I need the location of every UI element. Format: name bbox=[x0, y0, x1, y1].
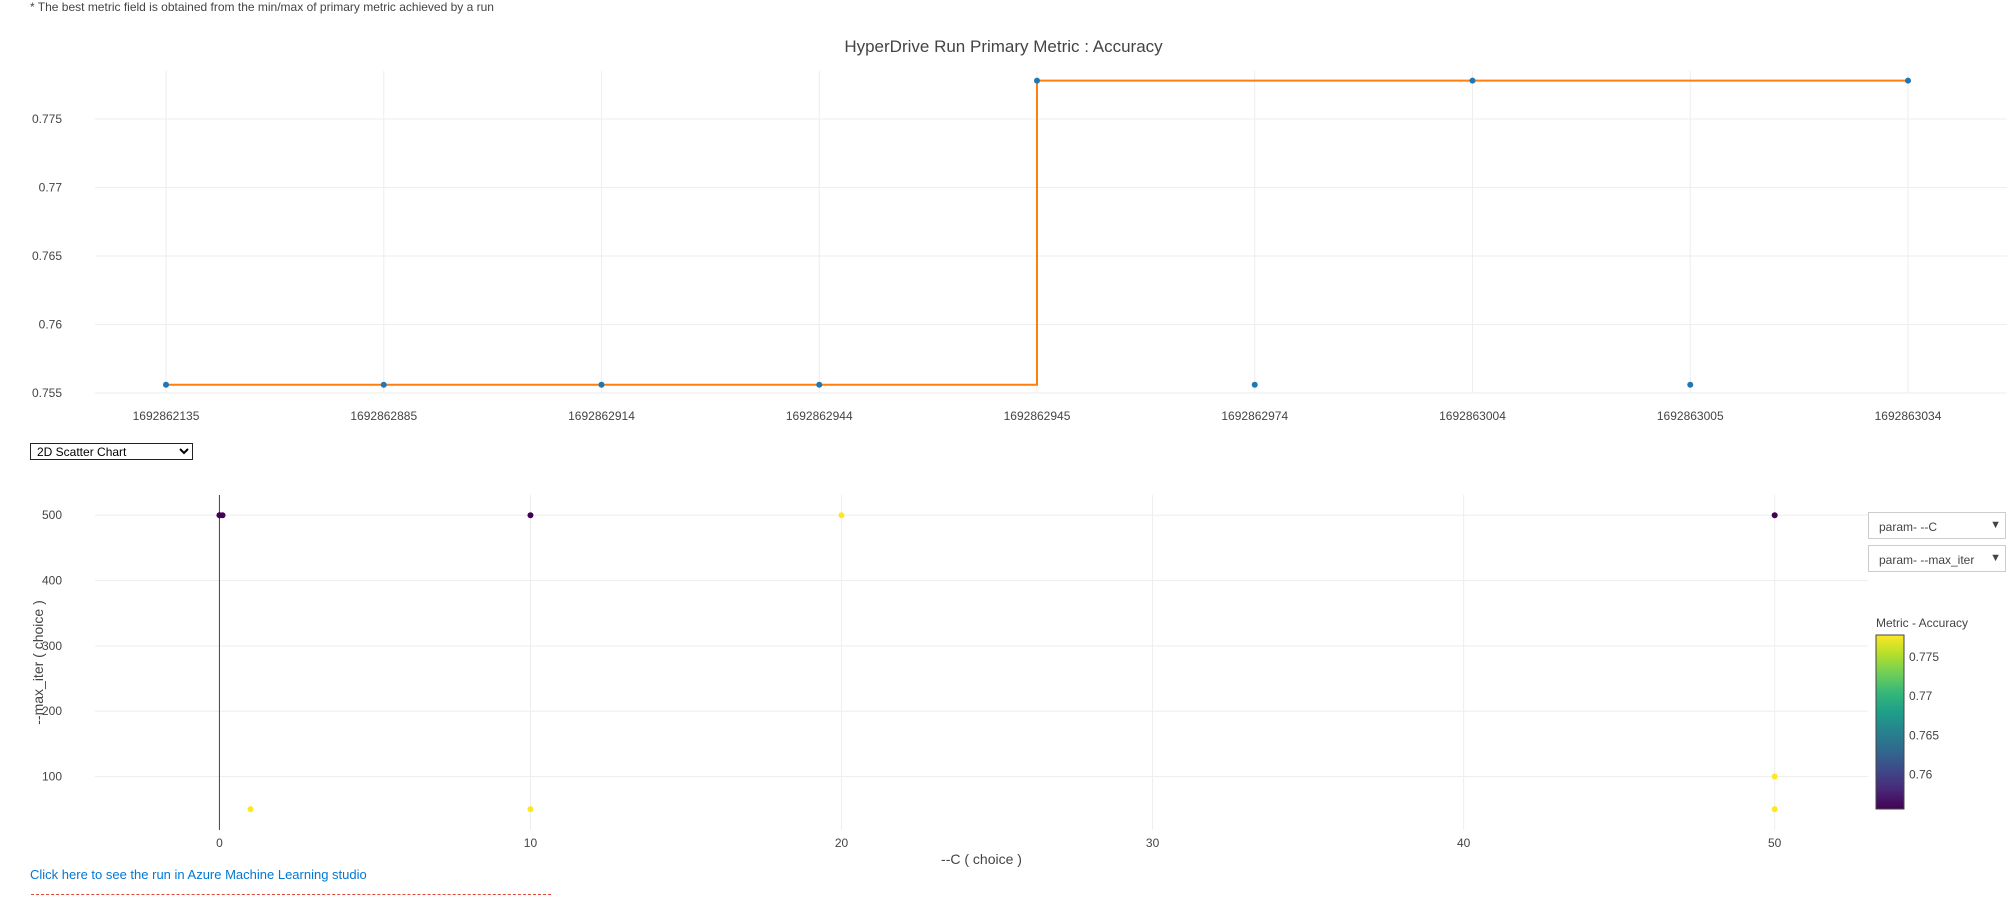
y-tick-label: 500 bbox=[42, 508, 62, 522]
y-tick-label: 100 bbox=[42, 769, 62, 783]
x-tick-label: 20 bbox=[835, 836, 849, 850]
run-metric-point bbox=[1034, 77, 1040, 84]
x-tick-label: 1692862885 bbox=[350, 409, 417, 423]
run-metric-point bbox=[380, 381, 387, 388]
x-tick-label: 1692862914 bbox=[568, 409, 635, 423]
run-metric-point bbox=[1251, 381, 1258, 388]
y-tick-label: 400 bbox=[42, 574, 62, 588]
chart-title: HyperDrive Run Primary Metric : Accuracy bbox=[844, 37, 1163, 56]
colorbar-tick-label: 0.775 bbox=[1909, 650, 1939, 664]
chart-type-select[interactable]: 2D Scatter Chart bbox=[30, 443, 193, 460]
x-tick-label: 1692862974 bbox=[1221, 409, 1288, 423]
colorbar-tick-label: 0.77 bbox=[1909, 689, 1933, 703]
y-tick-label: 300 bbox=[42, 639, 62, 653]
run-metric-point bbox=[1469, 77, 1476, 84]
dashed-divider bbox=[31, 894, 551, 895]
colorbar-tick-label: 0.76 bbox=[1909, 768, 1933, 782]
run-metric-point bbox=[1905, 77, 1911, 84]
x-tick-label: 1692862135 bbox=[133, 409, 200, 423]
x-tick-label: 40 bbox=[1457, 836, 1471, 850]
triangle-down-icon: ▼ bbox=[1990, 552, 2001, 564]
run-point bbox=[838, 512, 845, 519]
run-metric-point bbox=[1687, 381, 1694, 388]
x-tick-label: 50 bbox=[1768, 836, 1782, 850]
run-metric-point bbox=[163, 381, 169, 388]
run-point bbox=[1771, 512, 1778, 519]
x-tick-label: 10 bbox=[524, 836, 538, 850]
param-max-iter-dropdown[interactable]: param- --max_iter ▼ bbox=[1868, 545, 2006, 572]
param-c-dropdown-label: param- --C bbox=[1879, 520, 1938, 534]
x-axis-label: --C ( choice ) bbox=[941, 851, 1022, 867]
x-tick-label: 1692863005 bbox=[1657, 409, 1724, 423]
run-point bbox=[527, 512, 534, 519]
y-axis-label: --max_iter ( choice ) bbox=[30, 600, 46, 724]
primary-metric-chart[interactable]: 1692862135 1692862885 1692862914 1692862944… bbox=[0, 0, 2007, 440]
y-tick-label: 0.765 bbox=[32, 249, 62, 263]
x-tick-label: 0 bbox=[216, 836, 223, 850]
param-max-iter-dropdown-label: param- --max_iter bbox=[1879, 553, 1975, 567]
y-tick-label: 0.775 bbox=[32, 112, 62, 126]
run-metric-point bbox=[598, 381, 605, 388]
x-tick-label: 1692862945 bbox=[1004, 409, 1071, 423]
y-tick-label: 0.755 bbox=[32, 386, 62, 400]
colorbar-tick-label: 0.765 bbox=[1909, 728, 1939, 742]
best-metric-note: * The best metric field is obtained from… bbox=[30, 0, 494, 14]
run-point bbox=[1771, 773, 1778, 780]
run-point bbox=[527, 806, 534, 813]
colorbar-title: Metric - Accuracy bbox=[1876, 616, 1968, 630]
studio-link[interactable]: Click here to see the run in Azure Machi… bbox=[30, 867, 367, 882]
y-tick-label: 200 bbox=[42, 704, 62, 718]
run-point bbox=[1771, 806, 1778, 813]
run-point bbox=[247, 806, 254, 813]
x-tick-label: 30 bbox=[1146, 836, 1160, 850]
x-tick-label: 1692863034 bbox=[1875, 409, 1942, 423]
best-metric-line bbox=[166, 79, 1908, 386]
run-metric-point bbox=[816, 381, 823, 388]
x-tick-label: 1692863004 bbox=[1439, 409, 1506, 423]
run-point bbox=[219, 512, 226, 519]
colorbar bbox=[1875, 634, 1905, 810]
x-tick-label: 1692862944 bbox=[786, 409, 853, 423]
triangle-down-icon: ▼ bbox=[1990, 519, 2001, 531]
param-c-dropdown[interactable]: param- --C ▼ bbox=[1868, 512, 2006, 539]
y-tick-label: 0.77 bbox=[39, 180, 63, 194]
y-tick-label: 0.76 bbox=[39, 317, 63, 331]
